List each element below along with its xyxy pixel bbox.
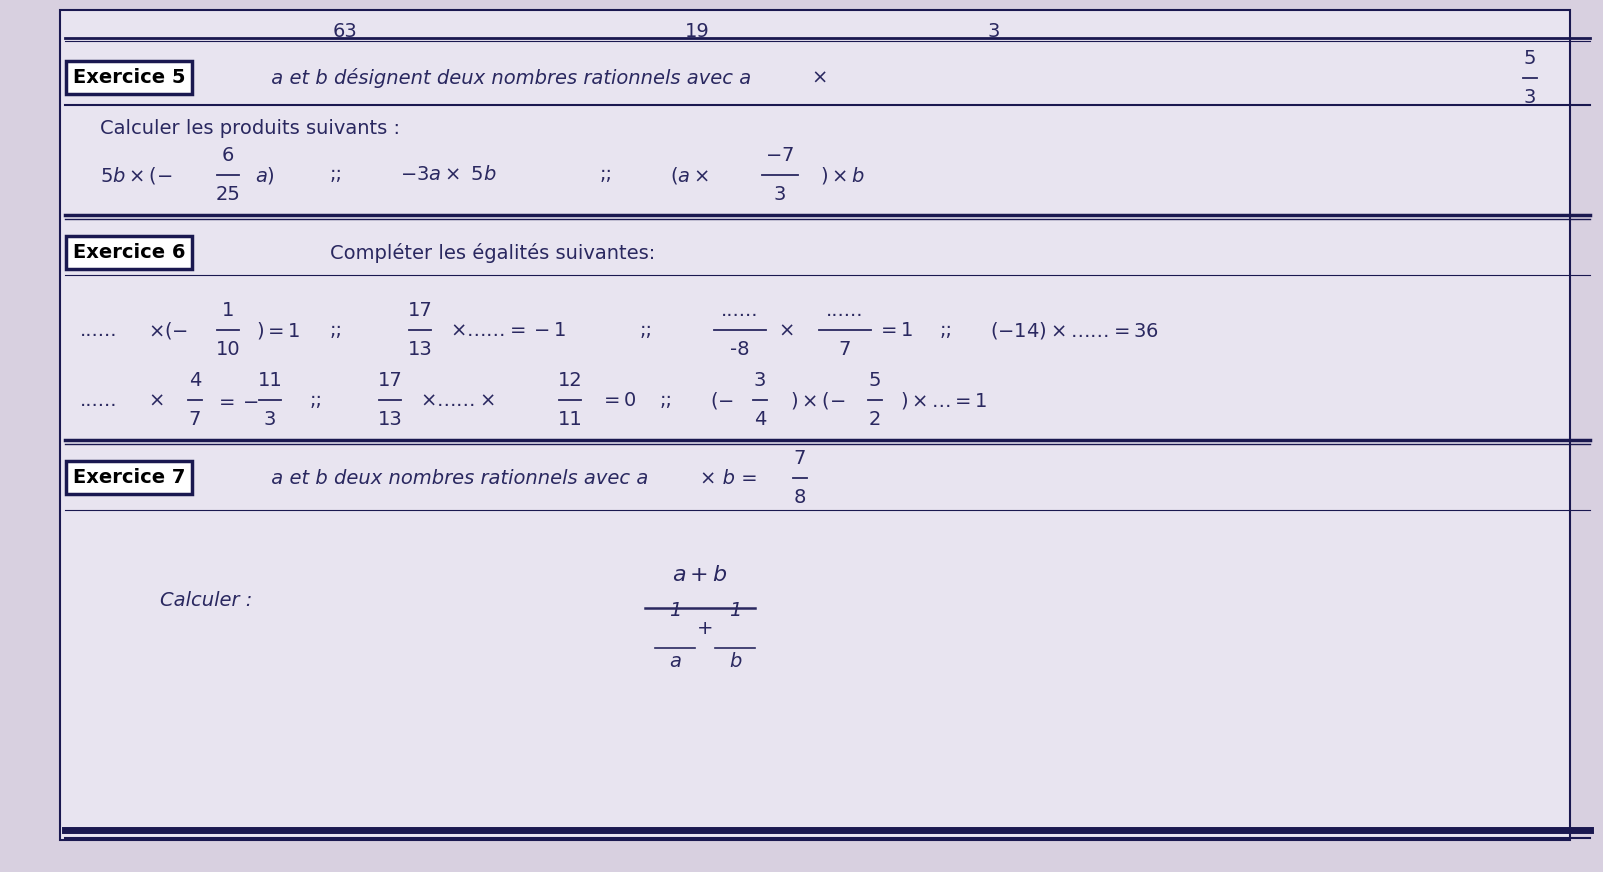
Text: $(-14)\times\ldots\ldots=36$: $(-14)\times\ldots\ldots=36$ <box>991 319 1159 340</box>
Text: a et b désignent deux nombres rationnels avec a: a et b désignent deux nombres rationnels… <box>264 68 752 88</box>
Text: Exercice 7: Exercice 7 <box>74 468 186 487</box>
Text: 3: 3 <box>753 371 766 390</box>
Text: +: + <box>697 618 713 637</box>
FancyBboxPatch shape <box>59 10 1569 840</box>
Text: 11: 11 <box>558 410 582 429</box>
Text: 3: 3 <box>774 185 785 204</box>
Text: 4: 4 <box>753 410 766 429</box>
Text: 1: 1 <box>221 301 234 320</box>
Text: × b =: × b = <box>701 468 758 487</box>
Text: 17: 17 <box>407 301 433 320</box>
Text: 2: 2 <box>869 410 882 429</box>
Text: 63: 63 <box>332 22 357 41</box>
Text: 13: 13 <box>407 340 433 359</box>
Text: Exercice 5: Exercice 5 <box>74 68 186 87</box>
Text: 3: 3 <box>264 410 276 429</box>
Text: 8: 8 <box>793 488 806 507</box>
Text: $5b \times (-$: $5b \times (-$ <box>99 165 173 186</box>
Text: ;;: ;; <box>330 321 343 339</box>
Text: 25: 25 <box>215 185 240 204</box>
Text: 7: 7 <box>189 410 202 429</box>
Text: ;;: ;; <box>939 321 954 339</box>
Text: ;;: ;; <box>660 391 673 410</box>
Text: Calculer les produits suivants :: Calculer les produits suivants : <box>99 119 401 138</box>
Text: Exercice 6: Exercice 6 <box>74 243 186 262</box>
Text: $)\times\ldots=1$: $)\times\ldots=1$ <box>899 390 987 411</box>
Text: ;;: ;; <box>330 166 343 185</box>
Text: Calculer :: Calculer : <box>160 590 252 610</box>
Text: 12: 12 <box>558 371 582 390</box>
Text: $-7$: $-7$ <box>766 146 795 165</box>
Text: $\times\ldots\ldots\times$: $\times\ldots\ldots\times$ <box>420 391 495 410</box>
Text: ......: ...... <box>721 301 758 320</box>
Text: ......: ...... <box>826 301 864 320</box>
Text: $=0$: $=0$ <box>600 391 636 410</box>
Text: 13: 13 <box>378 410 402 429</box>
Text: 5: 5 <box>869 371 882 390</box>
Text: $\times$: $\times$ <box>147 391 164 410</box>
Text: $)\times b$: $)\times b$ <box>821 165 866 186</box>
Text: b: b <box>729 652 741 671</box>
Text: 7: 7 <box>793 449 806 468</box>
Text: 10: 10 <box>216 340 240 359</box>
Text: 7: 7 <box>838 340 851 359</box>
Text: $-3a \times\ 5b$: $-3a \times\ 5b$ <box>401 166 497 185</box>
Text: $(a \times$: $(a \times$ <box>670 165 709 186</box>
Text: $a)$: $a)$ <box>255 165 276 186</box>
Text: Compléter les égalités suivantes:: Compléter les égalités suivantes: <box>330 243 656 263</box>
Text: $)\times(-$: $)\times(-$ <box>790 390 845 411</box>
Text: 1: 1 <box>668 601 681 620</box>
Text: 3: 3 <box>987 22 1000 41</box>
Text: a: a <box>668 652 681 671</box>
Text: $)=1$: $)=1$ <box>256 319 300 340</box>
Text: $a + b$: $a + b$ <box>672 565 728 585</box>
Text: 1: 1 <box>729 601 741 620</box>
Text: $\times$: $\times$ <box>777 321 793 339</box>
Text: 5: 5 <box>1524 49 1536 68</box>
Text: 4: 4 <box>189 371 202 390</box>
Text: ......: ...... <box>80 321 117 339</box>
Text: $\times\ldots\ldots=-1$: $\times\ldots\ldots=-1$ <box>450 321 566 339</box>
Text: 19: 19 <box>684 22 710 41</box>
Text: ......: ...... <box>80 391 117 410</box>
Text: 6: 6 <box>221 146 234 165</box>
Text: ;;: ;; <box>309 391 322 410</box>
Text: a et b deux nombres rationnels avec a: a et b deux nombres rationnels avec a <box>264 468 648 487</box>
Text: ;;: ;; <box>600 166 612 185</box>
Text: ×: × <box>811 69 829 87</box>
Text: 3: 3 <box>1524 88 1536 107</box>
Text: $= -$: $= -$ <box>215 391 260 410</box>
Text: $(-$: $(-$ <box>710 390 734 411</box>
Text: 11: 11 <box>258 371 282 390</box>
Text: ;;: ;; <box>640 321 652 339</box>
Text: $\times(-$: $\times(-$ <box>147 319 188 340</box>
Text: -8: -8 <box>731 340 750 359</box>
Text: $=1$: $=1$ <box>877 321 914 339</box>
Text: 17: 17 <box>378 371 402 390</box>
